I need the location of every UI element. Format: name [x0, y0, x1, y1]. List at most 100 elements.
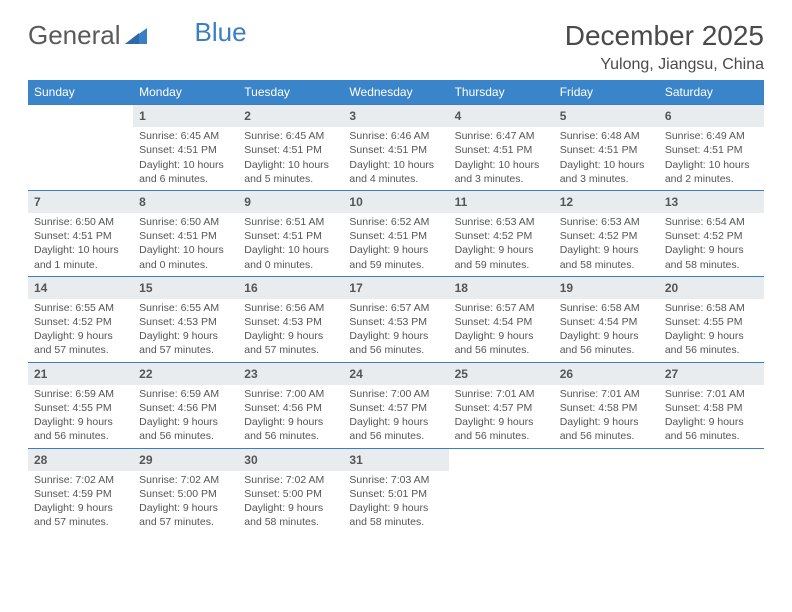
day-number: 10 [343, 190, 448, 213]
day-number: 25 [449, 362, 554, 385]
calendar-row: 1Sunrise: 6:45 AMSunset: 4:51 PMDaylight… [28, 104, 764, 190]
day-number-empty [449, 448, 554, 471]
day-number: 15 [133, 276, 238, 299]
calendar-cell: 7Sunrise: 6:50 AMSunset: 4:51 PMDaylight… [28, 190, 133, 276]
day-number: 27 [659, 362, 764, 385]
location: Yulong, Jiangsu, China [565, 56, 764, 74]
day-details: Sunrise: 6:45 AMSunset: 4:51 PMDaylight:… [238, 127, 343, 190]
day-details: Sunrise: 6:55 AMSunset: 4:52 PMDaylight:… [28, 299, 133, 362]
day-details: Sunrise: 7:02 AMSunset: 5:00 PMDaylight:… [238, 471, 343, 534]
calendar-cell [659, 448, 764, 534]
day-details: Sunrise: 6:58 AMSunset: 4:54 PMDaylight:… [554, 299, 659, 362]
calendar-cell: 14Sunrise: 6:55 AMSunset: 4:52 PMDayligh… [28, 276, 133, 362]
day-details: Sunrise: 6:52 AMSunset: 4:51 PMDaylight:… [343, 213, 448, 276]
day-number: 14 [28, 276, 133, 299]
logo: General Blue [28, 20, 247, 51]
day-details: Sunrise: 6:53 AMSunset: 4:52 PMDaylight:… [449, 213, 554, 276]
calendar-cell: 26Sunrise: 7:01 AMSunset: 4:58 PMDayligh… [554, 362, 659, 448]
day-details: Sunrise: 7:00 AMSunset: 4:57 PMDaylight:… [343, 385, 448, 448]
day-number: 30 [238, 448, 343, 471]
weekday-header: Saturday [659, 80, 764, 104]
calendar-cell: 2Sunrise: 6:45 AMSunset: 4:51 PMDaylight… [238, 104, 343, 190]
day-number: 5 [554, 104, 659, 127]
calendar-cell: 28Sunrise: 7:02 AMSunset: 4:59 PMDayligh… [28, 448, 133, 534]
calendar-cell [554, 448, 659, 534]
day-number: 16 [238, 276, 343, 299]
calendar-cell: 3Sunrise: 6:46 AMSunset: 4:51 PMDaylight… [343, 104, 448, 190]
day-number: 13 [659, 190, 764, 213]
calendar-cell: 20Sunrise: 6:58 AMSunset: 4:55 PMDayligh… [659, 276, 764, 362]
day-details: Sunrise: 6:47 AMSunset: 4:51 PMDaylight:… [449, 127, 554, 190]
day-details: Sunrise: 6:54 AMSunset: 4:52 PMDaylight:… [659, 213, 764, 276]
calendar-cell: 19Sunrise: 6:58 AMSunset: 4:54 PMDayligh… [554, 276, 659, 362]
weekday-header: Tuesday [238, 80, 343, 104]
calendar-cell: 4Sunrise: 6:47 AMSunset: 4:51 PMDaylight… [449, 104, 554, 190]
day-details: Sunrise: 7:02 AMSunset: 4:59 PMDaylight:… [28, 471, 133, 534]
calendar-cell: 9Sunrise: 6:51 AMSunset: 4:51 PMDaylight… [238, 190, 343, 276]
calendar-cell: 6Sunrise: 6:49 AMSunset: 4:51 PMDaylight… [659, 104, 764, 190]
day-details: Sunrise: 6:45 AMSunset: 4:51 PMDaylight:… [133, 127, 238, 190]
day-number: 12 [554, 190, 659, 213]
calendar-cell: 21Sunrise: 6:59 AMSunset: 4:55 PMDayligh… [28, 362, 133, 448]
calendar-cell: 24Sunrise: 7:00 AMSunset: 4:57 PMDayligh… [343, 362, 448, 448]
day-details: Sunrise: 6:46 AMSunset: 4:51 PMDaylight:… [343, 127, 448, 190]
day-number: 22 [133, 362, 238, 385]
day-details: Sunrise: 6:51 AMSunset: 4:51 PMDaylight:… [238, 213, 343, 276]
day-details: Sunrise: 6:58 AMSunset: 4:55 PMDaylight:… [659, 299, 764, 362]
day-number-empty [659, 448, 764, 471]
day-number: 1 [133, 104, 238, 127]
calendar-row: 21Sunrise: 6:59 AMSunset: 4:55 PMDayligh… [28, 362, 764, 448]
calendar-cell: 15Sunrise: 6:55 AMSunset: 4:53 PMDayligh… [133, 276, 238, 362]
day-number: 4 [449, 104, 554, 127]
day-details: Sunrise: 7:01 AMSunset: 4:57 PMDaylight:… [449, 385, 554, 448]
logo-triangle-icon [125, 20, 147, 51]
calendar-cell: 11Sunrise: 6:53 AMSunset: 4:52 PMDayligh… [449, 190, 554, 276]
day-number: 31 [343, 448, 448, 471]
weekday-header: Friday [554, 80, 659, 104]
day-number: 3 [343, 104, 448, 127]
logo-text-general: General [28, 20, 121, 51]
calendar-cell: 5Sunrise: 6:48 AMSunset: 4:51 PMDaylight… [554, 104, 659, 190]
day-details: Sunrise: 6:50 AMSunset: 4:51 PMDaylight:… [28, 213, 133, 276]
day-number: 7 [28, 190, 133, 213]
day-details: Sunrise: 6:53 AMSunset: 4:52 PMDaylight:… [554, 213, 659, 276]
calendar-cell: 8Sunrise: 6:50 AMSunset: 4:51 PMDaylight… [133, 190, 238, 276]
calendar-row: 14Sunrise: 6:55 AMSunset: 4:52 PMDayligh… [28, 276, 764, 362]
calendar-body: 1Sunrise: 6:45 AMSunset: 4:51 PMDaylight… [28, 104, 764, 533]
calendar-cell: 29Sunrise: 7:02 AMSunset: 5:00 PMDayligh… [133, 448, 238, 534]
day-details: Sunrise: 6:57 AMSunset: 4:54 PMDaylight:… [449, 299, 554, 362]
weekday-header: Monday [133, 80, 238, 104]
day-details: Sunrise: 7:01 AMSunset: 4:58 PMDaylight:… [554, 385, 659, 448]
day-number: 23 [238, 362, 343, 385]
calendar-cell: 23Sunrise: 7:00 AMSunset: 4:56 PMDayligh… [238, 362, 343, 448]
day-details: Sunrise: 6:49 AMSunset: 4:51 PMDaylight:… [659, 127, 764, 190]
weekday-header: Thursday [449, 80, 554, 104]
calendar-cell: 1Sunrise: 6:45 AMSunset: 4:51 PMDaylight… [133, 104, 238, 190]
day-number: 9 [238, 190, 343, 213]
day-details: Sunrise: 7:03 AMSunset: 5:01 PMDaylight:… [343, 471, 448, 534]
day-details: Sunrise: 6:48 AMSunset: 4:51 PMDaylight:… [554, 127, 659, 190]
calendar-cell [449, 448, 554, 534]
day-number-empty [554, 448, 659, 471]
day-number: 2 [238, 104, 343, 127]
day-details: Sunrise: 6:55 AMSunset: 4:53 PMDaylight:… [133, 299, 238, 362]
calendar-row: 28Sunrise: 7:02 AMSunset: 4:59 PMDayligh… [28, 448, 764, 534]
day-number: 6 [659, 104, 764, 127]
calendar-cell: 25Sunrise: 7:01 AMSunset: 4:57 PMDayligh… [449, 362, 554, 448]
calendar-cell: 27Sunrise: 7:01 AMSunset: 4:58 PMDayligh… [659, 362, 764, 448]
title-block: December 2025 Yulong, Jiangsu, China [565, 20, 764, 74]
day-number: 20 [659, 276, 764, 299]
day-details: Sunrise: 6:59 AMSunset: 4:56 PMDaylight:… [133, 385, 238, 448]
day-details: Sunrise: 6:57 AMSunset: 4:53 PMDaylight:… [343, 299, 448, 362]
weekday-header: Sunday [28, 80, 133, 104]
day-number: 24 [343, 362, 448, 385]
day-number: 28 [28, 448, 133, 471]
calendar-row: 7Sunrise: 6:50 AMSunset: 4:51 PMDaylight… [28, 190, 764, 276]
calendar-cell: 13Sunrise: 6:54 AMSunset: 4:52 PMDayligh… [659, 190, 764, 276]
calendar-cell: 17Sunrise: 6:57 AMSunset: 4:53 PMDayligh… [343, 276, 448, 362]
calendar-cell: 31Sunrise: 7:03 AMSunset: 5:01 PMDayligh… [343, 448, 448, 534]
calendar-cell: 22Sunrise: 6:59 AMSunset: 4:56 PMDayligh… [133, 362, 238, 448]
day-details: Sunrise: 7:02 AMSunset: 5:00 PMDaylight:… [133, 471, 238, 534]
header: General Blue December 2025 Yulong, Jiang… [28, 20, 764, 74]
calendar-table: SundayMondayTuesdayWednesdayThursdayFrid… [28, 80, 764, 533]
